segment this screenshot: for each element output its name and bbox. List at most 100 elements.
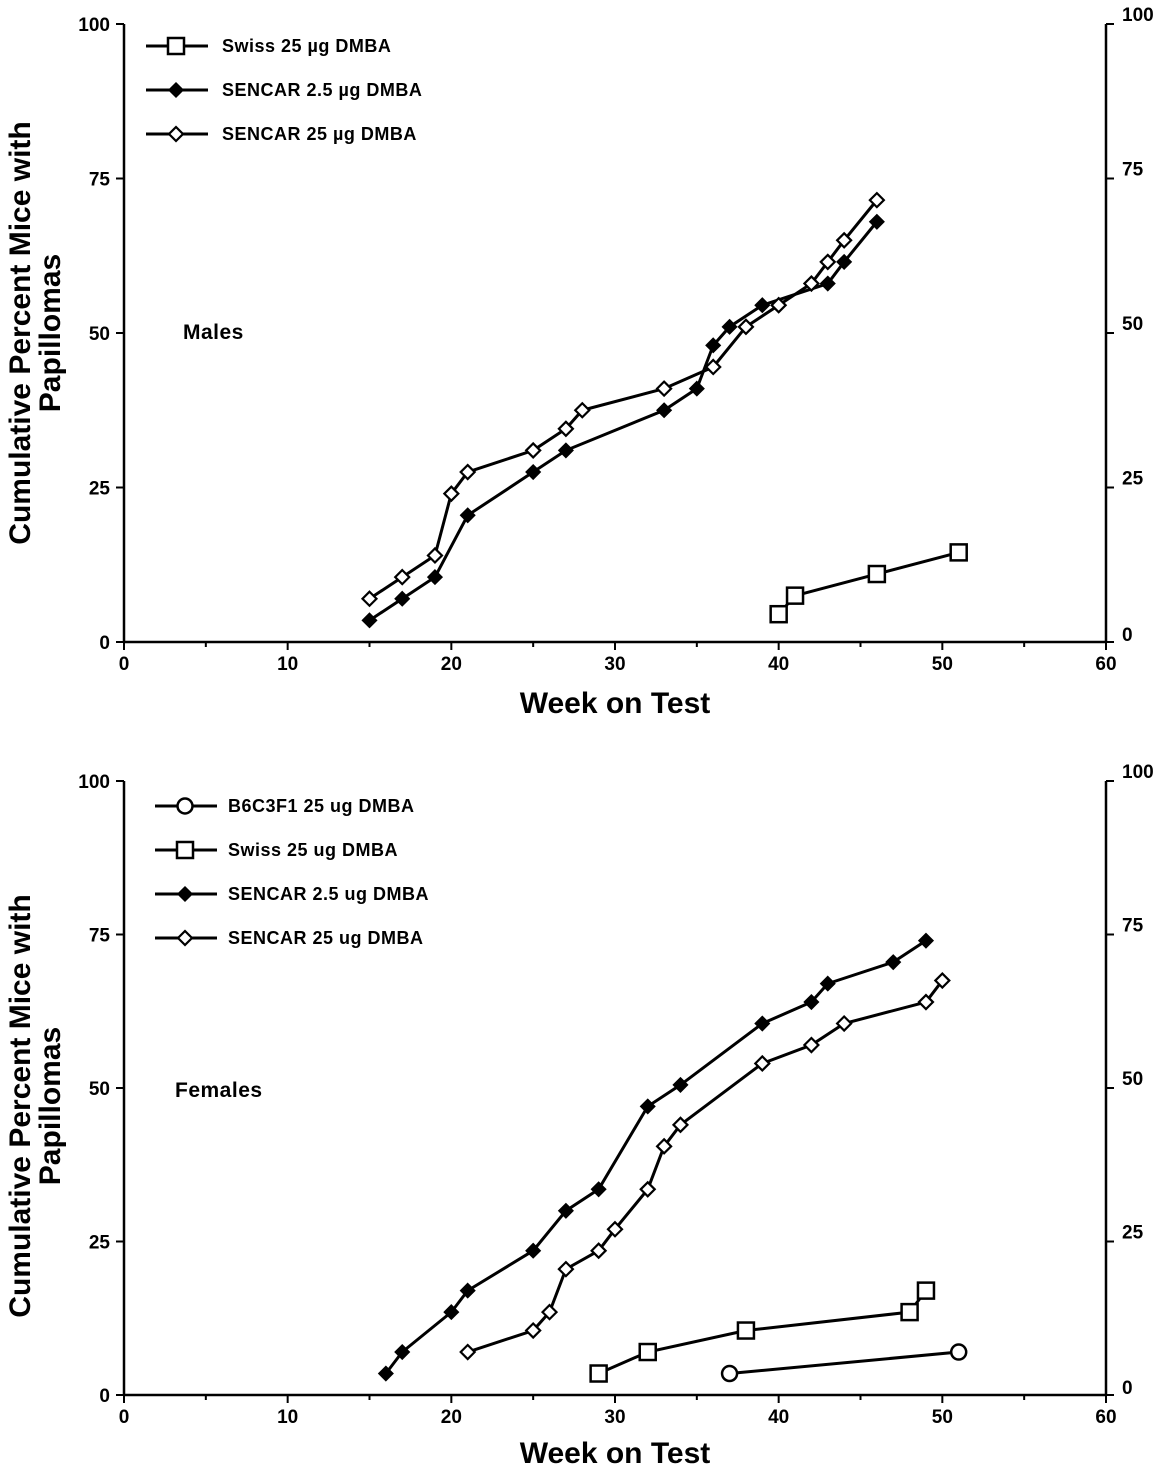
data-point — [361, 612, 378, 629]
series-b6c3f1-25-ug-dmba — [720, 1343, 968, 1383]
data-point — [835, 231, 853, 249]
y-tick-label-left: 100 — [78, 772, 110, 793]
data-point — [917, 932, 935, 949]
data-point — [916, 1281, 936, 1300]
data-point — [836, 253, 853, 270]
x-axis-title: Week on Test — [520, 687, 711, 720]
data-point — [933, 971, 951, 990]
data-point — [672, 1076, 689, 1093]
data-point — [737, 318, 755, 336]
data-point — [769, 604, 788, 624]
data-point — [802, 1036, 820, 1054]
data-point — [524, 441, 542, 459]
data-point — [540, 1303, 559, 1321]
panel-label: Females — [175, 1079, 263, 1102]
y-tick-label-left: 50 — [89, 324, 110, 345]
series-line — [384, 939, 927, 1375]
data-point — [819, 253, 837, 271]
legend-marker — [175, 840, 195, 860]
data-point — [688, 380, 705, 397]
data-point — [442, 485, 460, 503]
data-point — [459, 1282, 476, 1299]
x-tick-label: 0 — [119, 654, 130, 675]
data-point — [426, 569, 444, 586]
data-point — [589, 1364, 608, 1383]
series-swiss-25-g-dmba — [769, 543, 968, 624]
females-panel: 0 10 20 30 40 50 60 0 25 50 75 100 0 25 50 75 100 Week on… — [4, 762, 1154, 1469]
x-tick-label: 50 — [932, 1407, 953, 1428]
x-tick-label: 50 — [932, 654, 953, 675]
series-swiss-25-ug-dmba — [589, 1281, 936, 1383]
data-point — [754, 297, 771, 314]
legend-label: SENCAR 2.5 ug DMBA — [228, 884, 429, 904]
y-tick-label-right: 75 — [1122, 916, 1144, 937]
x-tick-label: 10 — [277, 654, 298, 675]
data-point — [868, 213, 885, 230]
data-point — [459, 1343, 477, 1361]
data-point — [802, 275, 820, 293]
data-point — [785, 586, 805, 605]
y-axis-title: Cumulative Percent Mice withPapillomas — [4, 121, 67, 544]
y-tick-label-right: 100 — [1122, 762, 1154, 783]
x-tick-label: 40 — [768, 654, 789, 675]
series-sencar-25-ug-dmba — [459, 971, 951, 1361]
x-tick-label: 30 — [604, 1407, 625, 1428]
data-point — [835, 1014, 853, 1033]
data-point — [557, 1202, 574, 1219]
series-sencar-2-5-g-dmba — [361, 213, 885, 629]
data-point — [590, 1181, 607, 1198]
data-point — [736, 1321, 756, 1340]
legend-label: B6C3F1 25 ug DMBA — [228, 796, 415, 816]
data-point — [917, 993, 935, 1011]
series-sencar-2-5-ug-dmba — [377, 932, 935, 1382]
y-tick-label-left: 0 — [99, 633, 110, 654]
y-tick-label-right: 50 — [1122, 1069, 1143, 1090]
data-point — [705, 337, 722, 354]
data-point — [949, 543, 968, 562]
data-point — [900, 1302, 919, 1322]
data-point — [394, 1343, 411, 1361]
x-tick-label: 20 — [441, 1407, 462, 1428]
data-point — [360, 590, 379, 608]
y-tick-label-right: 100 — [1122, 5, 1154, 26]
legend-marker — [167, 125, 185, 143]
data-point — [606, 1220, 624, 1238]
data-point — [639, 1098, 656, 1115]
data-point — [655, 380, 673, 398]
legend-marker — [176, 797, 194, 815]
legend-item: SENCAR 25 ug DMBA — [155, 928, 423, 948]
data-point — [639, 1180, 657, 1198]
y-tick-label-left: 75 — [89, 170, 111, 191]
legend-label: SENCAR 2.5 µg DMBA — [222, 80, 422, 100]
data-point — [443, 1304, 460, 1321]
legend-item: SENCAR 2.5 µg DMBA — [146, 80, 422, 100]
series-line — [467, 979, 944, 1354]
data-point — [557, 420, 575, 438]
data-point — [557, 442, 574, 459]
legend-marker — [167, 81, 185, 99]
data-point — [638, 1342, 657, 1362]
legend-label: SENCAR 25 µg DMBA — [222, 124, 417, 144]
x-tick-label: 40 — [768, 1407, 789, 1428]
y-tick-label-right: 25 — [1122, 469, 1144, 490]
data-point — [655, 1137, 673, 1155]
legend-item: Swiss 25 µg DMBA — [146, 36, 391, 56]
data-point — [803, 993, 820, 1011]
y-tick-label-right: 75 — [1122, 160, 1144, 181]
data-point — [720, 1364, 739, 1383]
x-tick-label: 10 — [277, 1407, 298, 1428]
y-tick-label-right: 25 — [1122, 1223, 1144, 1244]
legend-label: Swiss 25 ug DMBA — [228, 840, 398, 860]
legend-marker — [176, 929, 194, 947]
data-point — [753, 1054, 771, 1072]
data-point — [377, 1365, 394, 1382]
data-point — [819, 275, 836, 292]
data-point — [868, 191, 886, 209]
data-point — [557, 1260, 575, 1278]
legend-marker — [166, 36, 186, 56]
data-point — [573, 401, 591, 419]
legend-item: SENCAR 2.5 ug DMBA — [155, 884, 429, 904]
x-tick-label: 60 — [1095, 654, 1116, 675]
series-line — [368, 220, 879, 622]
